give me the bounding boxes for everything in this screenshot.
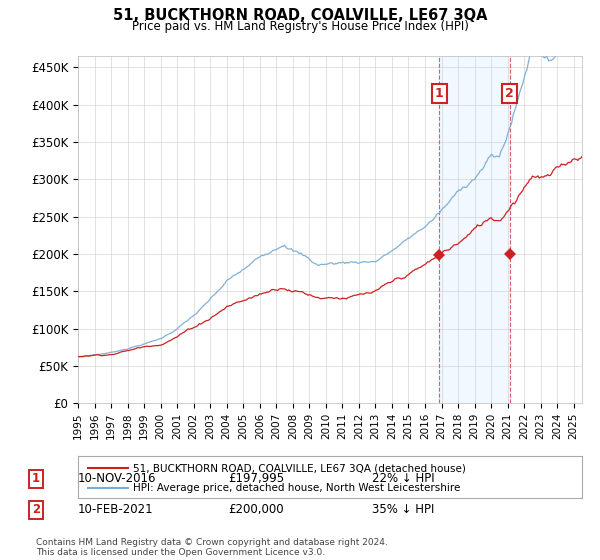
Text: HPI: Average price, detached house, North West Leicestershire: HPI: Average price, detached house, Nort…: [133, 483, 461, 493]
Text: 51, BUCKTHORN ROAD, COALVILLE, LE67 3QA: 51, BUCKTHORN ROAD, COALVILLE, LE67 3QA: [113, 8, 487, 24]
Text: 10-FEB-2021: 10-FEB-2021: [78, 503, 154, 516]
Text: £197,995: £197,995: [228, 472, 284, 486]
Text: 22% ↓ HPI: 22% ↓ HPI: [372, 472, 434, 486]
Text: £200,000: £200,000: [228, 503, 284, 516]
Text: 2: 2: [32, 503, 40, 516]
Text: 35% ↓ HPI: 35% ↓ HPI: [372, 503, 434, 516]
Text: 51, BUCKTHORN ROAD, COALVILLE, LE67 3QA (detached house): 51, BUCKTHORN ROAD, COALVILLE, LE67 3QA …: [133, 463, 466, 473]
Text: 2: 2: [505, 87, 514, 100]
Bar: [439, 56, 509, 403]
Text: 1: 1: [435, 87, 444, 100]
Text: Contains HM Land Registry data © Crown copyright and database right 2024.
This d: Contains HM Land Registry data © Crown c…: [36, 538, 388, 557]
Text: Price paid vs. HM Land Registry's House Price Index (HPI): Price paid vs. HM Land Registry's House …: [131, 20, 469, 32]
Text: 1: 1: [32, 472, 40, 486]
Text: 10-NOV-2016: 10-NOV-2016: [78, 472, 157, 486]
